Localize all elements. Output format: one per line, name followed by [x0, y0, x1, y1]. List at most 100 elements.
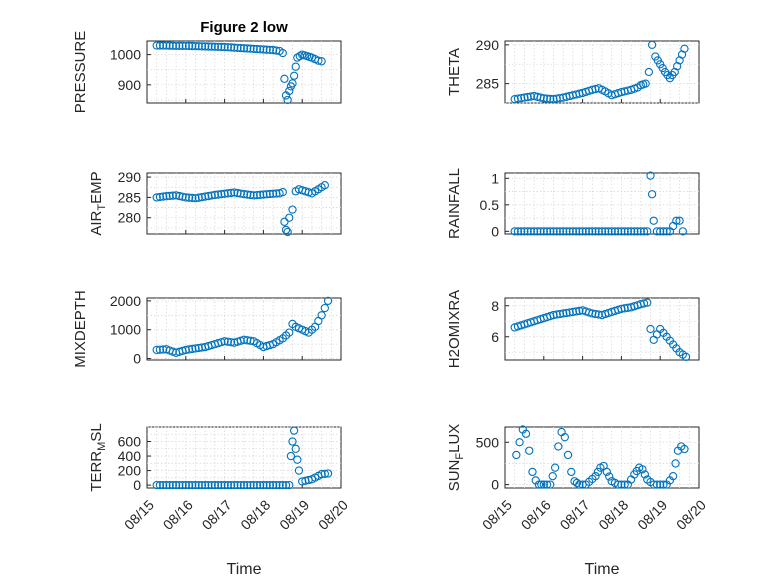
data-point	[581, 227, 590, 236]
data-point	[181, 480, 190, 490]
data-point	[623, 227, 633, 236]
data-point	[280, 217, 289, 226]
chart-title: Figure 2 low	[200, 19, 288, 36]
data-point	[567, 467, 576, 477]
y-tick-label: 200	[118, 463, 142, 479]
data-point	[681, 352, 691, 362]
data-point	[639, 299, 649, 308]
data-point	[194, 480, 203, 490]
data-point	[597, 227, 607, 236]
y-tick-label: 2000	[110, 293, 141, 309]
series-points	[510, 171, 687, 236]
data-point	[605, 472, 614, 481]
y-axis-label: MIXDEPTH	[72, 290, 89, 368]
y-tick-label: 1	[491, 170, 499, 186]
data-point	[194, 42, 203, 51]
data-point	[220, 337, 229, 346]
data-point	[317, 311, 326, 320]
data-point	[542, 480, 552, 489]
data-point	[289, 426, 299, 435]
y-tick-label: 8	[491, 298, 499, 314]
data-point	[213, 480, 223, 490]
data-point	[656, 480, 665, 489]
data-point	[643, 227, 652, 236]
grid-lines	[505, 41, 699, 104]
data-point	[588, 309, 597, 318]
data-point	[575, 480, 584, 489]
axes-box	[504, 297, 700, 361]
data-point	[523, 92, 532, 102]
data-point	[201, 192, 210, 201]
data-point	[152, 41, 161, 50]
data-point	[548, 471, 557, 481]
y-axis-label: THETA	[446, 48, 463, 96]
data-point	[184, 345, 194, 354]
y-tick-label: 1000	[110, 322, 141, 338]
data-point	[620, 304, 629, 313]
data-point	[262, 480, 271, 490]
data-point	[159, 192, 168, 201]
data-point	[217, 42, 226, 52]
data-point	[591, 84, 600, 94]
data-point	[184, 41, 194, 51]
data-point	[249, 191, 258, 200]
data-point	[510, 227, 519, 236]
data-point	[207, 480, 216, 490]
data-point	[217, 189, 226, 199]
data-point	[617, 304, 626, 313]
data-point	[197, 480, 207, 490]
data-point	[288, 205, 297, 214]
data-point	[275, 480, 284, 490]
y-tick-label: 0	[133, 477, 141, 493]
subplot-air-temp: 280 285 290 AIRTEMP	[88, 169, 342, 237]
data-point	[175, 480, 184, 490]
data-point	[210, 480, 220, 490]
data-point	[675, 216, 684, 225]
data-point	[317, 470, 326, 479]
data-point	[197, 42, 207, 51]
data-point	[536, 93, 545, 102]
data-point	[184, 480, 194, 490]
series-points	[152, 296, 333, 357]
data-point	[562, 227, 571, 236]
y-axis-label: RAINFALL	[446, 168, 463, 239]
data-point	[239, 480, 249, 490]
data-point	[217, 338, 226, 347]
data-point	[281, 480, 291, 490]
y-tick-label: 900	[118, 77, 142, 93]
data-point	[246, 190, 255, 200]
data-point	[659, 480, 668, 489]
data-point	[152, 345, 161, 355]
data-point	[220, 189, 229, 198]
data-point	[178, 192, 187, 201]
data-point	[662, 227, 671, 236]
data-point	[243, 336, 252, 345]
data-point	[191, 194, 200, 203]
y-tick-label: 500	[476, 434, 500, 450]
data-point	[652, 480, 662, 489]
data-point	[520, 93, 529, 102]
data-point	[152, 193, 161, 202]
data-point	[204, 42, 213, 51]
data-point	[188, 344, 197, 354]
data-point	[213, 42, 223, 51]
data-point	[614, 480, 623, 489]
data-point	[568, 227, 578, 236]
data-point	[560, 433, 569, 442]
data-point	[293, 455, 302, 464]
series-points	[510, 40, 689, 104]
data-point	[534, 480, 544, 489]
data-point	[168, 41, 178, 50]
data-point	[537, 480, 546, 489]
data-point	[542, 94, 552, 103]
data-point	[630, 227, 639, 236]
y-tick-label: 400	[118, 448, 142, 464]
data-point	[236, 480, 245, 490]
data-point	[155, 41, 165, 50]
data-point	[246, 480, 255, 490]
data-point	[230, 480, 239, 490]
data-point	[226, 480, 236, 490]
series-points	[510, 298, 691, 362]
